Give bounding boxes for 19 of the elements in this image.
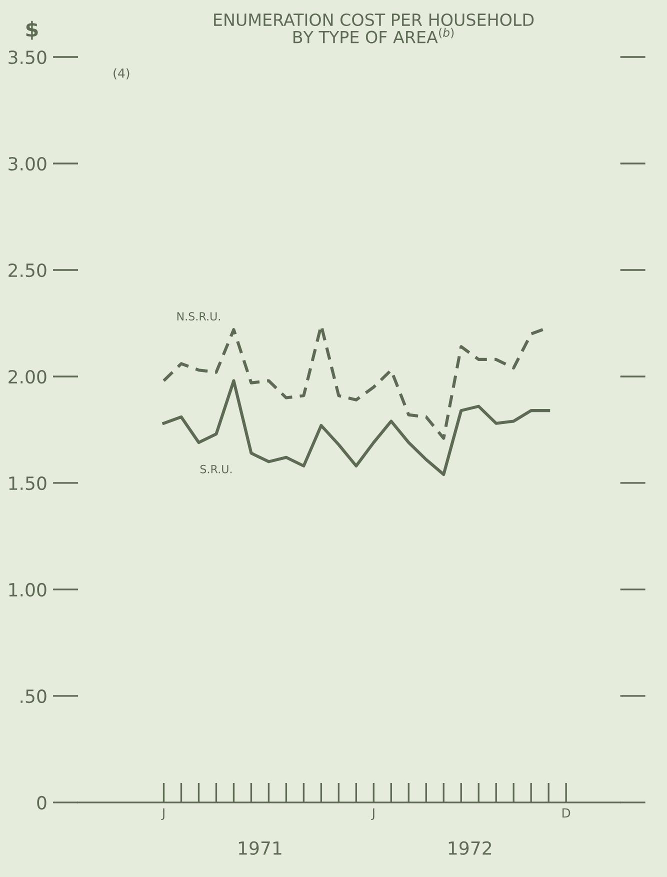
x-tick-label: J — [161, 808, 164, 820]
x-tick-label: D — [562, 808, 570, 818]
y-tick-label: .50 — [20, 689, 46, 704]
text: 1972 — [448, 841, 492, 855]
y-tick-label: 1.50 — [9, 476, 46, 490]
y-tick-label: 2.50 — [8, 263, 46, 278]
y-axis-title: $ — [26, 20, 38, 40]
y-tick-label: 1.00 — [9, 582, 46, 597]
y-tick-label: 3.50 — [8, 50, 46, 64]
text: (4) — [114, 68, 130, 80]
chart-title: ENUMERATION COST PER HOUSEHOLD BY TYPE OF AREA$^{(b)}$ — [214, 13, 534, 44]
y-tick-label: 3.00 — [8, 156, 46, 171]
series-label: N.S.R.U. — [177, 312, 220, 321]
text: 1971 — [238, 841, 282, 855]
y-tick-label: 2.00 — [8, 370, 46, 384]
text: S.R.U. — [200, 464, 232, 474]
line-series — [162, 379, 550, 476]
y-tick-label: 0 — [37, 796, 46, 810]
x-tick-label: J — [371, 808, 374, 820]
